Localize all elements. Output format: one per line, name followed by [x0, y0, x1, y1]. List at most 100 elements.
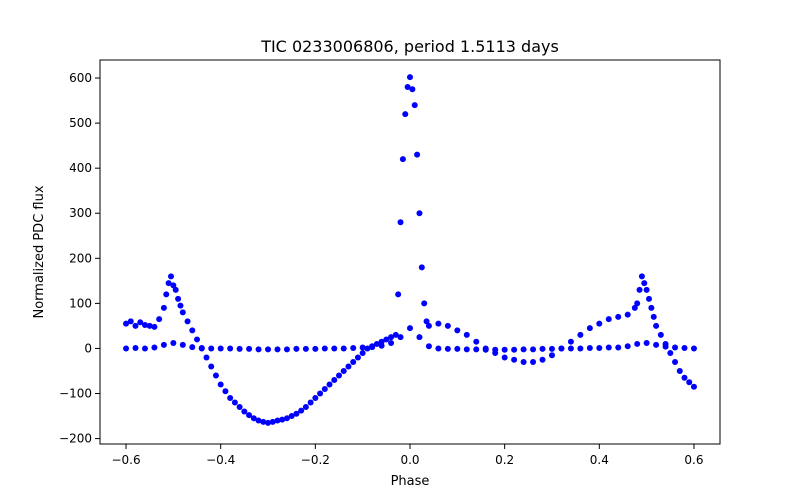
data-point	[336, 372, 343, 379]
data-point	[624, 311, 631, 318]
data-point	[511, 346, 518, 353]
data-point	[369, 343, 376, 350]
plot-area	[100, 60, 720, 444]
data-point	[359, 349, 366, 356]
data-point	[189, 344, 196, 351]
data-point	[194, 336, 201, 343]
data-point	[123, 320, 130, 327]
data-point	[255, 346, 262, 353]
data-point	[407, 74, 413, 81]
data-point	[246, 345, 253, 352]
x-tick-label: 0.6	[684, 453, 703, 467]
data-point	[321, 386, 328, 393]
data-point	[650, 313, 657, 320]
x-tick-label: 0.2	[495, 453, 514, 467]
data-point	[636, 286, 643, 293]
y-tick-label: 400	[69, 161, 92, 175]
data-point	[681, 374, 688, 381]
data-point	[672, 344, 679, 351]
data-point	[283, 415, 290, 422]
data-point	[359, 344, 366, 351]
x-tick-label: −0.2	[301, 453, 330, 467]
data-point	[425, 322, 432, 329]
data-point	[175, 295, 182, 302]
data-point	[317, 390, 324, 397]
data-point	[265, 346, 272, 353]
data-point	[217, 345, 224, 352]
y-tick-label: −200	[59, 432, 92, 446]
data-point	[397, 219, 404, 226]
data-point	[482, 345, 489, 352]
data-point	[151, 344, 158, 351]
data-point	[279, 416, 286, 423]
data-point	[203, 354, 210, 361]
data-point	[681, 345, 688, 351]
data-point	[222, 388, 229, 395]
data-point	[227, 395, 234, 402]
data-point	[321, 345, 328, 352]
data-point	[454, 327, 461, 334]
data-point	[402, 111, 409, 118]
data-point	[354, 354, 361, 361]
data-point	[350, 358, 357, 365]
data-point	[141, 345, 148, 352]
data-point	[395, 291, 402, 298]
data-point	[170, 282, 177, 289]
data-point	[409, 86, 416, 93]
y-tick-label: 0	[84, 341, 92, 355]
data-point	[217, 381, 224, 388]
data-point	[160, 341, 167, 348]
data-point	[435, 345, 442, 352]
data-point	[662, 340, 669, 347]
data-point	[605, 344, 612, 351]
data-point	[212, 372, 219, 379]
data-point	[184, 318, 191, 325]
data-point	[246, 412, 253, 419]
data-point	[123, 345, 130, 352]
data-point	[548, 345, 555, 352]
data-point	[653, 322, 660, 329]
data-point	[302, 404, 309, 411]
data-points	[123, 74, 697, 426]
chart-title: TIC 0233006806, period 1.5113 days	[260, 37, 559, 56]
y-tick-label: 100	[69, 296, 92, 310]
data-point	[165, 280, 172, 287]
y-tick-label: 300	[69, 206, 92, 220]
data-point	[146, 322, 153, 329]
data-point	[177, 302, 184, 309]
data-point	[293, 345, 300, 352]
data-point	[473, 338, 480, 345]
data-point	[179, 341, 186, 348]
data-point	[463, 331, 470, 338]
data-point	[624, 343, 631, 350]
data-point	[539, 356, 546, 363]
data-point	[605, 316, 612, 323]
data-point	[307, 399, 314, 406]
data-point	[288, 413, 295, 420]
data-point	[511, 356, 518, 363]
data-point	[231, 399, 238, 406]
data-point	[340, 345, 347, 352]
data-point	[198, 345, 205, 352]
data-point	[586, 345, 593, 351]
data-point	[269, 418, 276, 425]
data-point	[331, 377, 338, 383]
data-point	[646, 295, 653, 302]
data-point	[641, 280, 648, 287]
data-point	[392, 331, 399, 338]
x-tick-label: 0.0	[400, 453, 419, 467]
data-point	[260, 418, 267, 425]
data-point	[454, 345, 461, 352]
data-point	[156, 316, 163, 323]
data-point	[558, 345, 565, 352]
data-point	[265, 419, 272, 426]
data-point	[686, 379, 693, 386]
data-point	[653, 341, 660, 348]
data-point	[404, 84, 411, 91]
data-point	[667, 349, 674, 356]
data-point	[596, 345, 603, 351]
data-point	[634, 340, 641, 347]
data-point	[312, 395, 319, 402]
data-point	[501, 346, 508, 353]
x-tick-label: −0.6	[111, 453, 140, 467]
